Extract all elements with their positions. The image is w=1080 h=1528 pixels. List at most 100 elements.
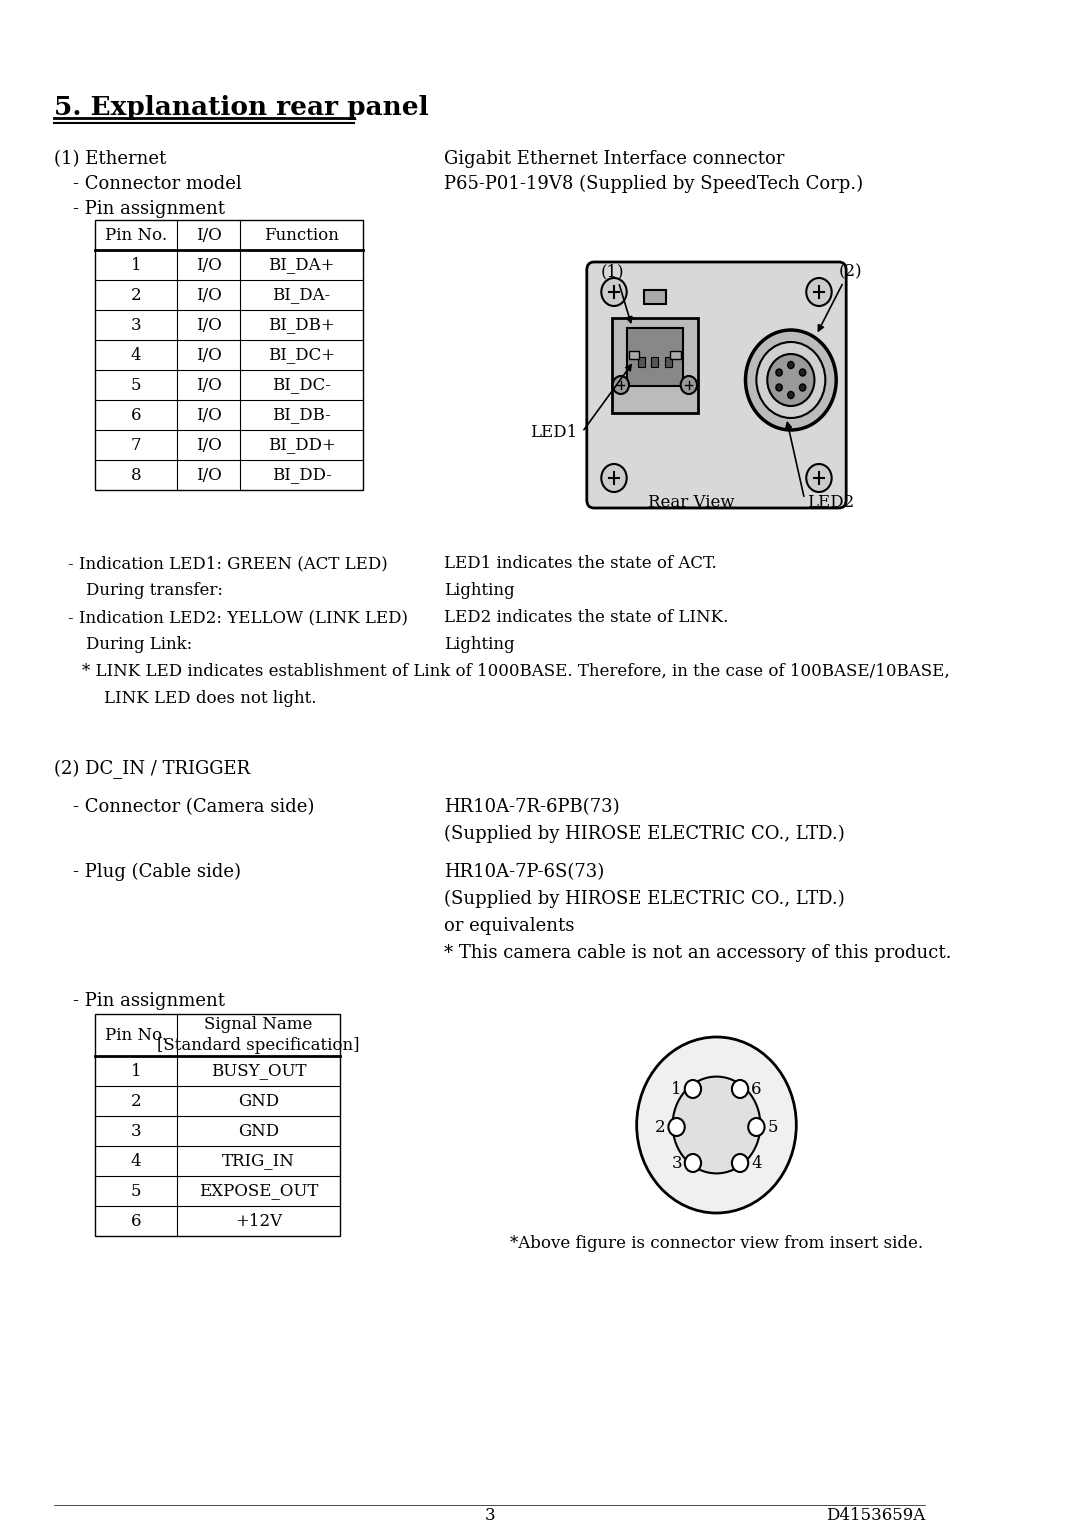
Text: TRIG_IN: TRIG_IN (222, 1152, 295, 1169)
Text: I/O: I/O (195, 466, 221, 483)
Text: 5: 5 (768, 1118, 778, 1135)
Circle shape (799, 384, 806, 391)
Text: Signal Name
[Standard specification]: Signal Name [Standard specification] (158, 1016, 360, 1054)
Text: 3: 3 (672, 1155, 681, 1172)
Text: 3: 3 (131, 1123, 141, 1140)
Text: 6: 6 (131, 1213, 141, 1230)
Text: - Indication LED1: GREEN (ACT LED): - Indication LED1: GREEN (ACT LED) (68, 555, 388, 571)
Text: GND: GND (238, 1093, 279, 1109)
Text: *Above figure is connector view from insert side.: *Above figure is connector view from ins… (510, 1235, 923, 1251)
Text: I/O: I/O (195, 437, 221, 454)
Text: P65-P01-19V8 (Supplied by SpeedTech Corp.): P65-P01-19V8 (Supplied by SpeedTech Corp… (444, 176, 864, 193)
Text: BI_DC+: BI_DC+ (268, 347, 335, 364)
Circle shape (673, 1077, 760, 1174)
Circle shape (787, 362, 794, 368)
Circle shape (799, 368, 806, 376)
Circle shape (775, 384, 782, 391)
Text: Pin No.: Pin No. (105, 226, 167, 243)
Text: D4153659A: D4153659A (826, 1507, 926, 1523)
Bar (644, 289, 665, 304)
Text: or equivalents: or equivalents (444, 917, 575, 935)
Text: BI_DA+: BI_DA+ (268, 257, 335, 274)
Circle shape (732, 1080, 748, 1099)
Text: BI_DD+: BI_DD+ (268, 437, 336, 454)
Circle shape (748, 1118, 765, 1135)
Bar (637, 358, 645, 367)
Bar (651, 358, 659, 367)
Text: 4: 4 (131, 347, 141, 364)
Text: (Supplied by HIROSE ELECTRIC CO., LTD.): (Supplied by HIROSE ELECTRIC CO., LTD.) (444, 825, 846, 843)
Text: - Pin assignment: - Pin assignment (72, 200, 225, 219)
Text: Lighting: Lighting (444, 582, 515, 599)
Circle shape (732, 1154, 748, 1172)
Bar (95, 1015, 340, 1236)
Text: 3: 3 (131, 316, 141, 333)
Text: 2: 2 (654, 1118, 665, 1135)
Text: Function: Function (265, 226, 339, 243)
Bar (626, 329, 683, 387)
Circle shape (602, 465, 626, 492)
Text: - Indication LED2: YELLOW (LINK LED): - Indication LED2: YELLOW (LINK LED) (68, 610, 408, 626)
Text: I/O: I/O (195, 287, 221, 304)
Circle shape (637, 1038, 796, 1213)
Text: 5: 5 (131, 376, 141, 394)
Text: I/O: I/O (195, 257, 221, 274)
Text: - Plug (Cable side): - Plug (Cable side) (72, 863, 241, 882)
Text: During transfer:: During transfer: (86, 582, 224, 599)
Circle shape (745, 330, 836, 429)
Text: I/O: I/O (195, 316, 221, 333)
Bar (671, 351, 681, 359)
Bar (611, 318, 698, 413)
Circle shape (767, 354, 814, 406)
Circle shape (612, 376, 629, 394)
Text: Rear View: Rear View (648, 494, 734, 510)
Text: 2: 2 (131, 1093, 141, 1109)
Circle shape (602, 278, 626, 306)
Text: I/O: I/O (195, 406, 221, 423)
Text: (1): (1) (600, 263, 624, 281)
Text: BI_DC-: BI_DC- (272, 376, 330, 394)
Text: 5. Explanation rear panel: 5. Explanation rear panel (54, 95, 429, 121)
Text: LED2: LED2 (807, 494, 854, 510)
Text: Gigabit Ethernet Interface connector: Gigabit Ethernet Interface connector (444, 150, 785, 168)
Text: I/O: I/O (195, 226, 221, 243)
Text: +12V: +12V (235, 1213, 282, 1230)
Text: 6: 6 (752, 1080, 761, 1097)
Circle shape (685, 1154, 701, 1172)
Text: * LINK LED indicates establishment of Link of 1000BASE. Therefore, in the case o: * LINK LED indicates establishment of Li… (82, 663, 949, 680)
Circle shape (775, 368, 782, 376)
Text: LED1 indicates the state of ACT.: LED1 indicates the state of ACT. (444, 555, 717, 571)
Text: - Pin assignment: - Pin assignment (72, 992, 225, 1010)
Text: LINK LED does not light.: LINK LED does not light. (105, 691, 316, 707)
Text: HR10A-7P-6S(73): HR10A-7P-6S(73) (444, 863, 605, 882)
Text: During Link:: During Link: (86, 636, 192, 652)
FancyBboxPatch shape (586, 261, 846, 507)
Text: Pin No.: Pin No. (105, 1027, 167, 1044)
Circle shape (680, 376, 697, 394)
Text: - Connector model: - Connector model (72, 176, 241, 193)
Text: (Supplied by HIROSE ELECTRIC CO., LTD.): (Supplied by HIROSE ELECTRIC CO., LTD.) (444, 889, 846, 908)
Text: 1: 1 (672, 1080, 681, 1097)
Text: 7: 7 (131, 437, 141, 454)
Text: (2) DC_IN / TRIGGER: (2) DC_IN / TRIGGER (54, 759, 251, 779)
Text: 6: 6 (131, 406, 141, 423)
Text: 5: 5 (131, 1183, 141, 1199)
Circle shape (685, 1080, 701, 1099)
Text: I/O: I/O (195, 376, 221, 394)
Text: LED1: LED1 (530, 423, 578, 440)
Text: BI_DD-: BI_DD- (272, 466, 332, 483)
Text: * This camera cable is not an accessory of this product.: * This camera cable is not an accessory … (444, 944, 951, 963)
Circle shape (756, 342, 825, 419)
Text: EXPOSE_OUT: EXPOSE_OUT (199, 1183, 319, 1199)
Text: BI_DB-: BI_DB- (272, 406, 330, 423)
Text: 8: 8 (131, 466, 141, 483)
Text: LED2 indicates the state of LINK.: LED2 indicates the state of LINK. (444, 610, 729, 626)
Text: 2: 2 (131, 287, 141, 304)
Text: BI_DA-: BI_DA- (272, 287, 330, 304)
Circle shape (669, 1118, 685, 1135)
Circle shape (787, 391, 794, 399)
Text: HR10A-7R-6PB(73): HR10A-7R-6PB(73) (444, 798, 620, 816)
Text: 1: 1 (131, 1062, 141, 1079)
Text: I/O: I/O (195, 347, 221, 364)
Text: - Connector (Camera side): - Connector (Camera side) (72, 798, 314, 816)
